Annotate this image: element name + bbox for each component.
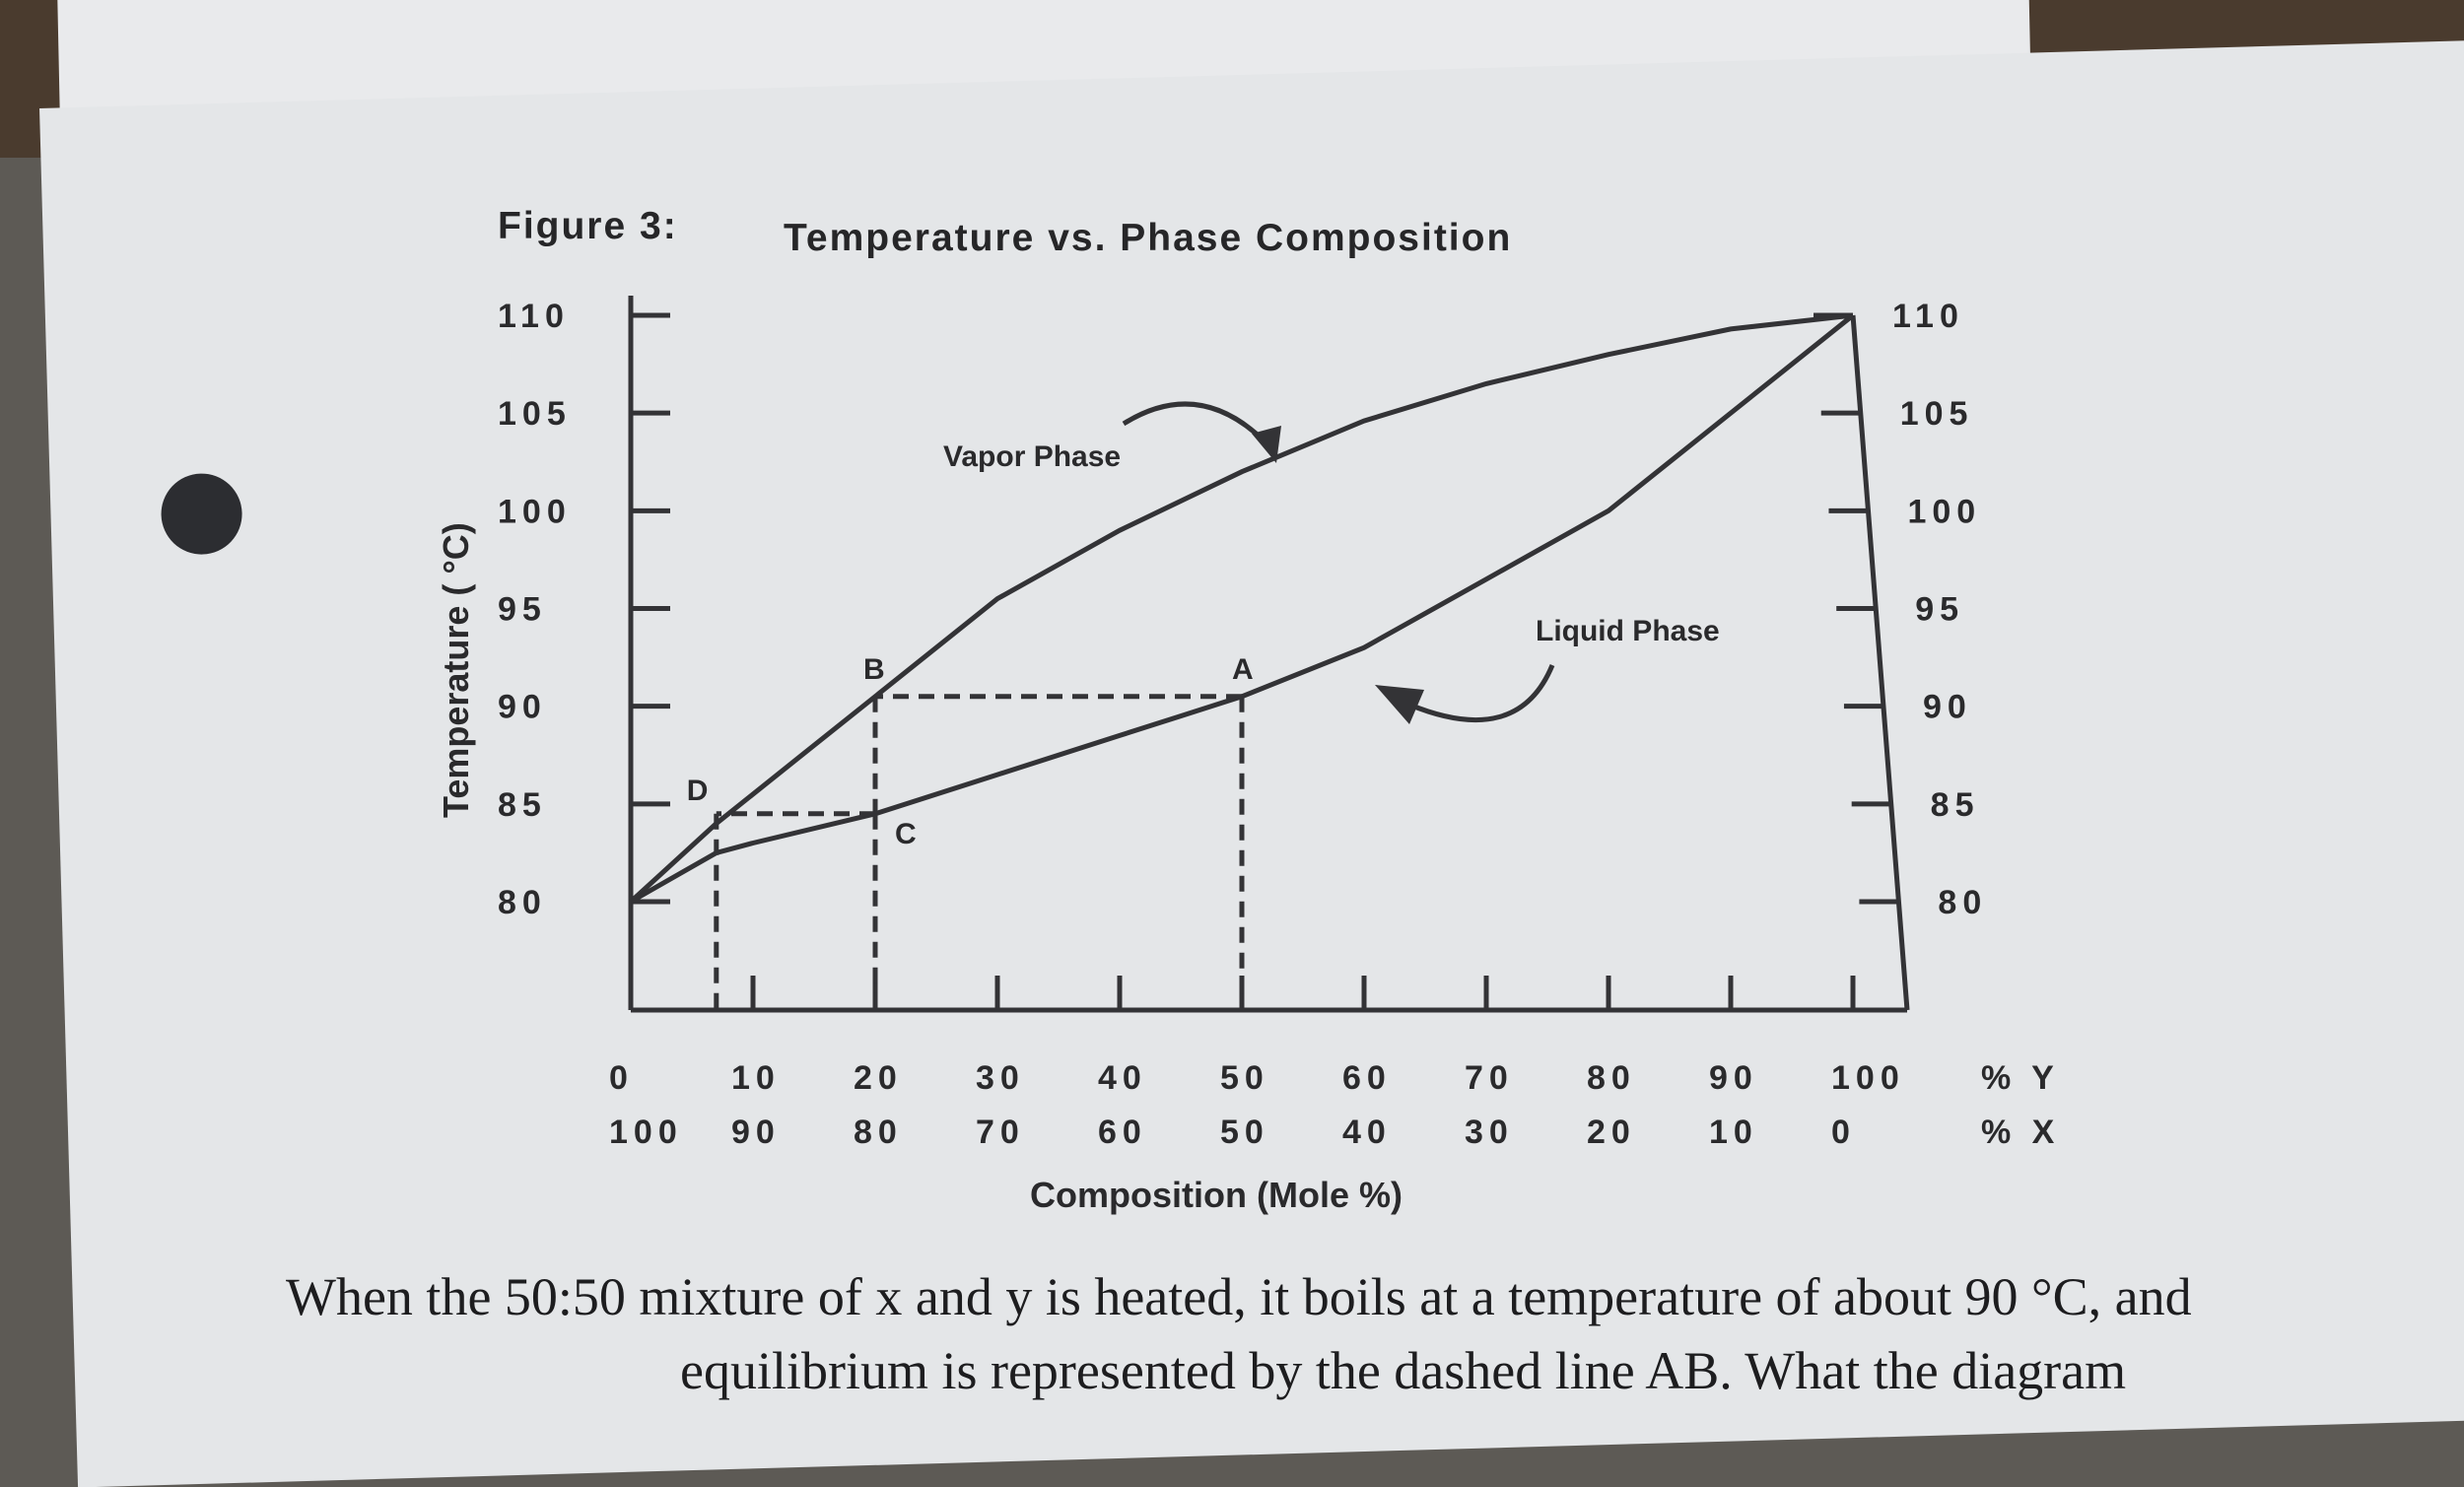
x-tick-label-y: 100 xyxy=(1831,1059,1905,1097)
vapor-phase-arrowhead xyxy=(1252,426,1281,463)
y-tick-label-right: 85 xyxy=(1931,786,1980,824)
x-tick-label-x: 90 xyxy=(731,1114,781,1151)
x-axis-name-y: % Y xyxy=(1981,1059,2060,1097)
x-tick-label-x: 20 xyxy=(1587,1114,1636,1151)
y-axis-label: Temperature ( °C) xyxy=(436,522,476,818)
x-tick-label-x: 0 xyxy=(1831,1114,1856,1151)
x-tick-label-y: 30 xyxy=(976,1059,1025,1097)
y-tick-label-right: 80 xyxy=(1938,884,1987,921)
question-text-continued: equilibrium is represented by the dashed… xyxy=(680,1341,2127,1400)
x-tick-label-y: 60 xyxy=(1342,1059,1392,1097)
point-label-D: D xyxy=(687,775,709,807)
y-tick-label-right: 90 xyxy=(1923,689,1972,726)
question-text: When the 50:50 mixture of x and y is hea… xyxy=(286,1267,2192,1326)
y-tick-label-left: 95 xyxy=(498,591,547,629)
x-tick-label-y: 90 xyxy=(1709,1059,1758,1097)
point-label-C: C xyxy=(895,818,917,850)
y-tick-label-left: 85 xyxy=(498,786,547,824)
x-axis-label: Composition (Mole %) xyxy=(1030,1175,1403,1215)
chart-axes xyxy=(628,296,1910,1013)
vapor-phase-curve xyxy=(629,312,1854,904)
liquid-phase-annotation: Liquid Phase xyxy=(1536,615,1720,647)
y-tick-label-right: 100 xyxy=(1907,493,1981,530)
figure-number: Figure 3: xyxy=(498,205,678,247)
x-tick-label-x: 30 xyxy=(1465,1114,1514,1151)
vapor-phase-annotation: Vapor Phase xyxy=(943,440,1121,473)
figure-title: Temperature vs. Phase Composition xyxy=(784,217,1513,259)
y-tick-label-right: 95 xyxy=(1915,591,1964,629)
y-tick-label-left: 90 xyxy=(498,689,547,726)
vapor-phase-arrow xyxy=(1122,401,1273,450)
y-tick-label-left: 110 xyxy=(498,298,570,335)
x-tick-label-y: 20 xyxy=(854,1059,903,1097)
point-label-A: A xyxy=(1232,653,1254,686)
x-tick-label-y: 50 xyxy=(1220,1059,1269,1097)
y-tick-label-left: 105 xyxy=(498,395,572,433)
x-tick-label-x: 60 xyxy=(1098,1114,1147,1151)
y-tick-label-right: 105 xyxy=(1900,395,1974,433)
x-tick-label-y: 10 xyxy=(731,1059,781,1097)
point-label-B: B xyxy=(863,653,885,686)
x-tick-label-x: 70 xyxy=(976,1114,1025,1151)
y-axis-right xyxy=(1850,314,1910,1011)
chart-dashed-lines xyxy=(714,694,1245,1010)
x-tick-label-y: 40 xyxy=(1098,1059,1147,1097)
x-tick-label-y: 80 xyxy=(1587,1059,1636,1097)
y-tick-label-left: 80 xyxy=(498,884,547,921)
x-tick-label-x: 100 xyxy=(609,1114,683,1151)
chart-curves xyxy=(629,312,1855,905)
liquid-phase-arrowhead xyxy=(1375,685,1424,724)
x-axis-name-x: % X xyxy=(1981,1114,2060,1151)
liquid-phase-curve xyxy=(629,313,1855,905)
x-tick-label-x: 50 xyxy=(1220,1114,1269,1151)
x-tick-label-x: 40 xyxy=(1342,1114,1392,1151)
x-tick-label-x: 80 xyxy=(854,1114,903,1151)
liquid-phase-arrow xyxy=(1408,664,1555,723)
y-tick-label-right: 110 xyxy=(1892,298,1964,335)
y-tick-label-left: 100 xyxy=(498,493,572,530)
x-tick-label-y: 70 xyxy=(1465,1059,1514,1097)
x-tick-label-x: 10 xyxy=(1709,1114,1758,1151)
x-tick-label-y: 0 xyxy=(609,1059,634,1097)
